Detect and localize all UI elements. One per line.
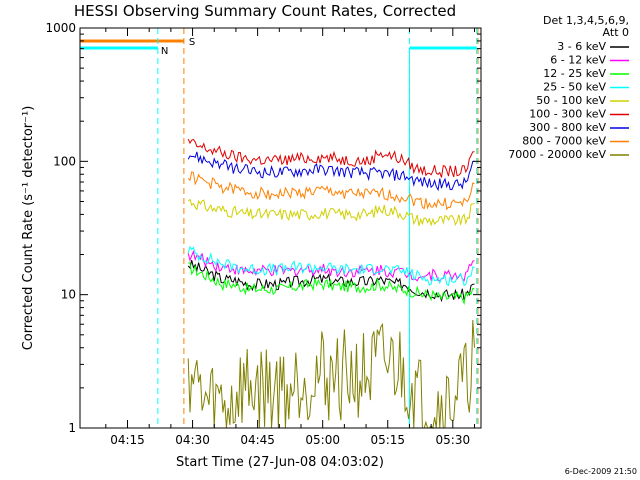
legend-entry-label: 25 - 50 keV: [543, 81, 606, 94]
series-line: [187, 151, 475, 192]
series-line: [187, 245, 475, 287]
y-tick-label: 1: [68, 421, 76, 435]
series-line: [187, 319, 475, 430]
legend-entry-label: 7000 - 20000 keV: [508, 148, 606, 161]
legend-entry-label: 12 - 25 keV: [543, 67, 606, 80]
series-layer: [187, 138, 475, 430]
series-line: [187, 249, 475, 282]
legend-header: Det 1,3,4,5,6,9,: [543, 14, 629, 27]
series-line: [187, 138, 475, 178]
series-line: [188, 262, 475, 306]
x-tick-label: 05:00: [305, 433, 340, 447]
x-tick-label: 05:30: [436, 433, 471, 447]
x-tick-label: 04:30: [175, 433, 210, 447]
y-tick-label: 10: [61, 288, 76, 302]
legend-entry-label: 3 - 6 keV: [557, 40, 606, 53]
y-tick-label: 100: [53, 154, 76, 168]
x-tick-label: 04:15: [110, 433, 145, 447]
plot-frame: [79, 27, 482, 429]
x-axis-label: Start Time (27-Jun-08 04:03:02): [176, 455, 384, 470]
series-line: [187, 171, 475, 211]
legend-entry-label: 6 - 12 keV: [550, 54, 606, 67]
x-tick-label: 04:45: [240, 433, 275, 447]
axes-layer: 1 10 100 1000 04:15 04:30 04:45 05:00 05:15 05:30: [45, 21, 481, 447]
generation-timestamp: 6-Dec-2009 21:50: [565, 467, 637, 476]
saa-interval-label: S: [189, 37, 195, 48]
y-axis-label: Corrected Count Rate (s⁻¹ detector⁻¹): [21, 106, 36, 351]
night-interval-label: N: [161, 46, 168, 57]
chart-title: HESSI Observing Summary Count Rates, Cor…: [74, 2, 456, 20]
legend-entry-label: 50 - 100 keV: [536, 94, 606, 107]
legend-entry-label: 300 - 800 keV: [529, 121, 606, 134]
legend-entry-label: 100 - 300 keV: [529, 108, 606, 121]
legend-header: Att 0: [603, 26, 629, 39]
x-tick-label: 05:15: [370, 433, 405, 447]
legend-entry-label: 800 - 7000 keV: [522, 135, 606, 148]
y-tick-label: 1000: [45, 21, 76, 35]
series-line: [187, 198, 475, 227]
